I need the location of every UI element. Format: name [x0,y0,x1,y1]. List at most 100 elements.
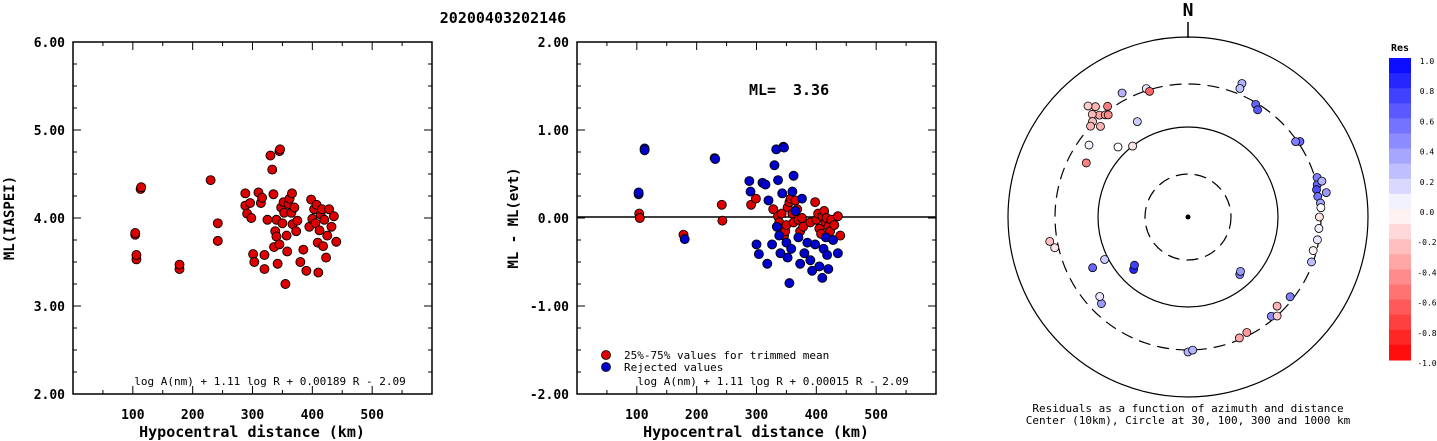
legend-trimmed-marker [601,350,611,360]
ml-point [131,250,142,260]
rejected-point [633,187,644,198]
station-residual-point [1086,121,1095,131]
station-residual-point [1236,266,1245,276]
ml-point [267,164,278,175]
middle-x-axis-label: Hypocentral distance (km) [643,423,869,441]
station-residual-point [1272,301,1282,311]
rejected-point [762,258,773,269]
rejected-point [817,272,828,283]
left-x-tick-label: 200 [181,408,205,423]
colorbar-tick-label: 0.8 [1420,87,1435,96]
middle-x-tick-label: 300 [745,408,769,423]
colorbar-cell [1389,58,1411,74]
trimmed-point [750,193,761,204]
middle-y-tick-label: 2.00 [538,36,569,51]
ml-point [322,230,333,241]
station-residual-point [1084,140,1094,150]
colorbar-tick-label: -0.2 [1417,238,1436,247]
left-x-axis-label: Hypocentral distance (km) [139,423,365,441]
rejected-point [814,261,825,272]
rejected-point [771,221,782,232]
colorbar-tick-label: 1.0 [1420,57,1435,66]
rejected-point [795,258,806,269]
left-y-tick-label: 3.00 [34,300,65,315]
trimmed-point [768,204,779,215]
colorbar-cell [1389,193,1411,210]
colorbar-cell [1389,239,1411,255]
rejected-point [822,250,833,260]
colorbar-tick-label: -1.0 [1417,359,1436,368]
colorbar-cell [1389,224,1411,240]
trimmed-point [835,230,846,241]
trimmed-point [634,213,645,223]
ml-point [174,259,185,270]
trimmed-point [716,199,727,210]
station-residual-point [1315,212,1324,222]
station-residual-point [1272,311,1282,321]
station-residual-point [1130,260,1139,270]
station-residual-point [1045,236,1055,246]
ml-point [205,175,216,186]
ml-point [130,228,141,238]
station-residual-point [1253,105,1263,115]
middle-y-tick-label: -1.00 [530,300,569,315]
middle-data-points [633,141,846,289]
station-residual-point [1314,224,1324,233]
ml-point [292,215,303,226]
rejected-point [810,239,821,250]
ml-point [298,244,309,255]
trimmed-point [832,211,843,222]
station-residual-point [1132,117,1142,127]
ml-point [274,239,285,250]
colorbar-tick-label: 0.2 [1420,178,1435,187]
station-residual-point [1100,255,1110,264]
ml-point [289,202,300,213]
station-residual-point [1088,263,1098,273]
left-y-tick-label: 5.00 [34,124,65,139]
station-residual-point [1242,328,1252,337]
ml-point [318,241,329,252]
colorbar-cells [1389,58,1411,361]
left-formula: log A(nm) + 1.11 log R + 0.00189 R - 2.0… [134,375,406,388]
legend-rejected-marker [601,362,611,372]
left-data-points [130,144,342,289]
ring-100km [1097,126,1279,308]
colorbar-tick-label: -0.6 [1417,299,1436,308]
polar-data-points [1045,79,1331,357]
ml-point [314,225,325,236]
left-y-tick-label: 4.00 [34,212,65,227]
station-residual-point [1095,292,1105,301]
azimuth-residual-plot: N Residuals as a function of azimuth and… [1007,0,1369,427]
left-x-tick-label: 100 [121,408,145,423]
colorbar-cell [1389,299,1411,316]
ml-point [281,230,292,241]
station-residual-point [1091,102,1100,112]
station-residual-point [1103,110,1113,120]
legend-rejected-label: Rejected values [624,361,723,374]
ml-point [331,236,342,247]
rejected-point [710,154,721,164]
left-y-tick-label: 6.00 [34,36,65,51]
left-x-tick-label: 500 [360,408,384,423]
ml-point [313,267,324,278]
ml-point [246,213,257,223]
rejected-point [753,249,764,260]
rejected-point [679,234,690,245]
ml-point [275,144,285,155]
colorbar-labels: 1.0 0.8 0.6 0.4 0.2 0.0 -0.2 -0.4 -0.6 -0.8 -1.0 [1417,57,1436,368]
ml-point [245,198,256,208]
trimmed-point [776,208,787,219]
residual-colorbar: Res 1.0 0.8 0.6 0.4 0.2 0.0 -0.2 -0.4 -0.6 -0.8 -1… [1389,43,1437,368]
left-y-axis-label: ML(IASPEI) [2,176,18,260]
rejected-point [787,186,798,197]
rejected-point [788,170,799,181]
rejected-point [786,243,797,254]
residual-distance-plot: -2.00 -1.00 0.00 1.00 2.00 100 200 300 400 500 M… [506,36,937,441]
rejected-point [775,248,786,259]
station-residual-point [1050,243,1060,253]
station-residual-point [1321,188,1331,198]
ring-30km [1144,173,1232,261]
middle-y-axis: -2.00 -1.00 0.00 1.00 2.00 [530,36,936,403]
middle-x-tick-label: 200 [685,408,709,423]
station-residual-point [1291,137,1301,147]
